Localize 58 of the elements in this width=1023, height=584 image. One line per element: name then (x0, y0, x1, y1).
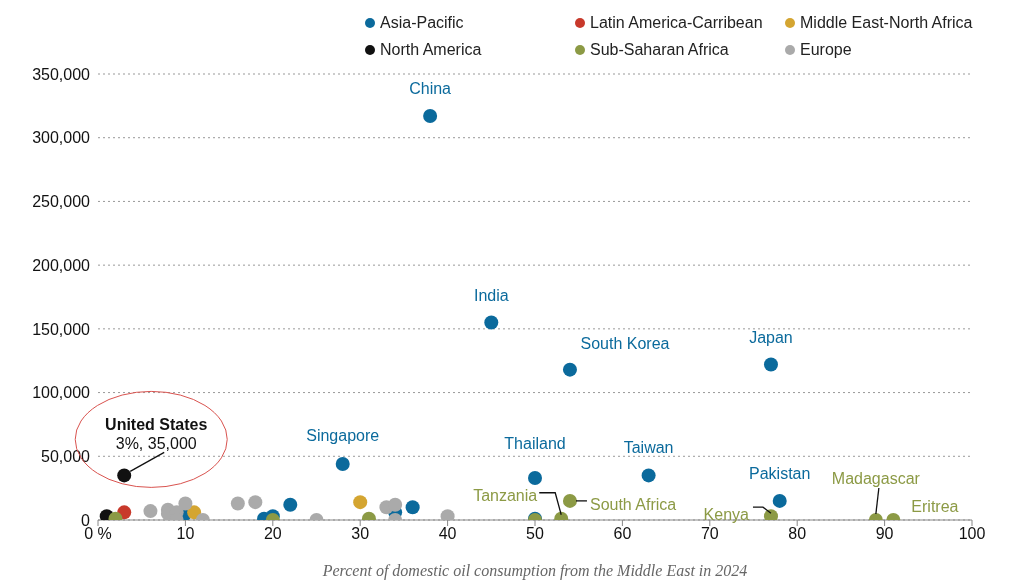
annotation: Tanzania (473, 486, 538, 504)
point (405, 500, 420, 515)
annotation: 3%, 35,000 (115, 434, 197, 452)
x-tick-label: 40 (438, 525, 457, 543)
y-tick-label: 50,000 (41, 447, 91, 465)
x-axis-title: Percent of domestic oil consumption from the Middle East in 2024 (321, 562, 748, 580)
y-tick-label: 100,000 (32, 384, 91, 402)
point (335, 456, 350, 471)
y-tick-label: 300,000 (32, 129, 91, 147)
point (528, 470, 542, 485)
y-tick-label: 200,000 (32, 256, 91, 274)
legend-label: North America (380, 41, 482, 59)
annotation: Kenya (703, 506, 750, 524)
x-tick-label: 20 (263, 525, 282, 543)
point (562, 493, 577, 508)
point (283, 497, 298, 512)
y-tick-label: 150,000 (32, 320, 91, 338)
point (388, 497, 403, 512)
annotation: Thailand (504, 435, 566, 453)
y-tick-label: 350,000 (32, 65, 91, 83)
annotation: Taiwan (623, 438, 674, 456)
point (763, 357, 778, 372)
point (143, 504, 158, 519)
point (353, 495, 368, 510)
point (117, 468, 132, 483)
x-tick-label: 100 (958, 525, 986, 543)
point (562, 362, 577, 377)
x-tick-label: 90 (875, 525, 894, 543)
x-tick-label: 50 (526, 525, 544, 543)
y-tick-label: 250,000 (32, 193, 91, 211)
point (641, 468, 656, 483)
annotation: Madagascar (831, 470, 921, 488)
point (230, 496, 245, 511)
x-tick-label: 80 (788, 525, 807, 543)
annotation: Singapore (306, 427, 380, 445)
point (423, 109, 438, 124)
annotation: South Africa (589, 496, 677, 514)
legend-label: Middle East-North Africa (800, 14, 973, 32)
x-tick-label: 70 (700, 525, 719, 543)
point (248, 495, 263, 510)
point (484, 315, 499, 330)
annotation: United States (105, 415, 208, 433)
annotation: China (409, 80, 452, 98)
point (772, 493, 787, 508)
annotation: Eritrea (911, 498, 959, 516)
x-tick-label: 10 (176, 525, 195, 543)
legend-label: Sub-Saharan Africa (590, 41, 729, 59)
annotation: Japan (749, 328, 793, 346)
legend-label: Latin America-Carribean (590, 14, 763, 32)
x-tick-label: 60 (613, 525, 632, 543)
legend-label: Europe (800, 41, 852, 59)
x-tick-label: 0 % (84, 525, 112, 543)
annotation: South Korea (580, 334, 670, 352)
annotation: India (473, 286, 509, 304)
legend-label: Asia-Pacific (380, 14, 464, 32)
x-tick-label: 30 (351, 525, 370, 543)
annotation: Pakistan (749, 465, 811, 483)
point (178, 496, 193, 511)
